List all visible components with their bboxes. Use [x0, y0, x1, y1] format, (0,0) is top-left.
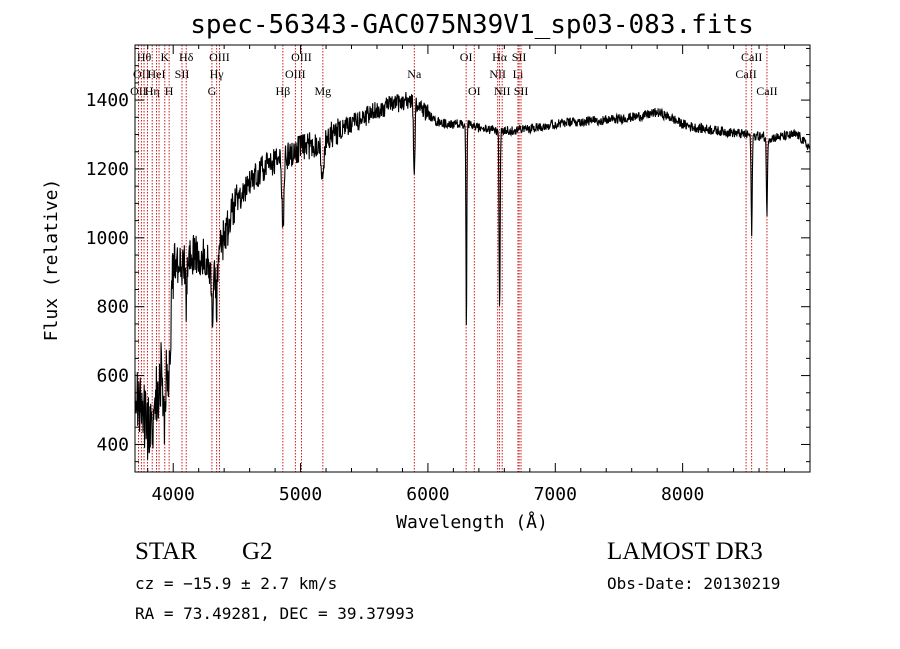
- line-marker-label: Na: [407, 67, 422, 81]
- survey-name: LAMOST DR3: [607, 538, 763, 565]
- line-marker-label: Mg: [315, 84, 332, 98]
- line-marker-label: OII: [133, 67, 150, 81]
- redshift-line: cz = −15.9 ± 2.7 km/s: [135, 574, 338, 593]
- line-marker-label: Hβ: [275, 84, 290, 98]
- line-marker-label: OIII: [209, 50, 230, 64]
- x-tick-label: 6000: [406, 484, 449, 505]
- y-tick-label: 800: [96, 297, 129, 318]
- line-marker-label: CaII: [741, 50, 762, 64]
- line-marker-label: Hγ: [210, 67, 225, 81]
- line-marker-label: OII: [130, 84, 147, 98]
- y-tick-label: 1400: [86, 90, 129, 111]
- line-marker-label: NII: [489, 67, 506, 81]
- object-class: STAR: [135, 538, 197, 565]
- y-axis-label: Flux (relative): [41, 179, 62, 342]
- line-marker-label: SII: [175, 67, 190, 81]
- line-marker-label: OIII: [291, 50, 312, 64]
- line-marker-label: Hα: [492, 50, 508, 64]
- line-marker-label: SII: [512, 50, 527, 64]
- line-marker-label: Hη: [145, 84, 160, 98]
- chart-title: spec-56343-GAC075N39V1_sp03-083.fits: [190, 10, 754, 40]
- y-axis: 400 600 800 1000 1200 1400: [86, 47, 810, 463]
- y-tick-label: 400: [96, 434, 129, 455]
- plot-frame: [134, 44, 811, 473]
- spectral-subclass: G2: [242, 538, 273, 565]
- line-marker-label: NII: [494, 84, 511, 98]
- line-marker-label: Hθ: [137, 50, 152, 64]
- obs-date: Obs-Date: 20130219: [607, 574, 781, 593]
- line-marker-label: H: [165, 84, 174, 98]
- line-marker-label: CaII: [756, 84, 777, 98]
- line-marker-label: CaII: [735, 67, 756, 81]
- line-marker-label: G: [208, 84, 217, 98]
- x-axis-label: Wavelength (Å): [396, 511, 548, 533]
- line-markers: OIIOIIHθHηHeIKHSIIHδGHγOIIIHβOIIIOIIIMgN…: [130, 45, 778, 472]
- x-tick-label: 5000: [279, 484, 322, 505]
- spectrum-line: [134, 91, 811, 460]
- y-tick-label: 600: [96, 366, 129, 387]
- x-tick-label: 4000: [152, 484, 195, 505]
- x-tick-label: 7000: [534, 484, 577, 505]
- x-axis: 4000 5000 6000 7000 8000: [147, 45, 786, 505]
- line-marker-label: Li: [513, 67, 524, 81]
- line-marker-label: OI: [468, 84, 481, 98]
- line-marker-label: OIII: [285, 67, 306, 81]
- spectrum-plot: spec-56343-GAC075N39V1_sp03-083.fits OII…: [41, 10, 811, 533]
- coordinates-line: RA = 73.49281, DEC = 39.37993: [135, 604, 415, 623]
- line-marker-label: SII: [514, 84, 529, 98]
- line-marker-label: Hδ: [179, 50, 194, 64]
- x-tick-label: 8000: [661, 484, 704, 505]
- y-tick-label: 1200: [86, 159, 129, 180]
- y-tick-label: 1000: [86, 228, 129, 249]
- line-marker-label: HeI: [148, 67, 166, 81]
- line-marker-label: K: [160, 50, 169, 64]
- line-marker-label: OI: [460, 50, 473, 64]
